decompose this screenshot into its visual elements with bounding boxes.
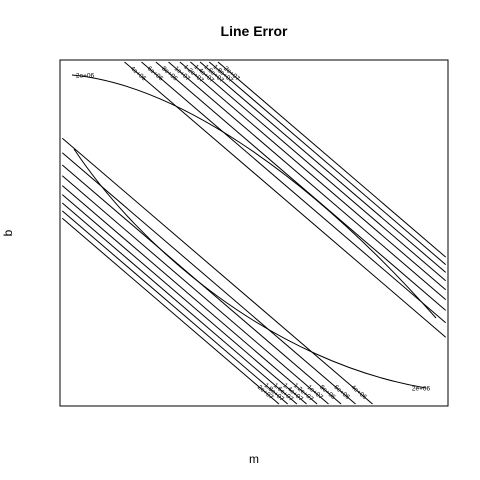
contour-labels: 2e+062e+064e+064e+066e+066e+068e+068e+06… bbox=[76, 64, 431, 404]
contour-line-6e+06-lower bbox=[61, 152, 356, 405]
contour-line-2e+06-lower bbox=[73, 148, 427, 389]
contour-line-8e+06-upper bbox=[155, 61, 447, 311]
chart-title: Line Error bbox=[221, 23, 288, 39]
plot-frame bbox=[59, 59, 449, 407]
contour-line-1.2e+07-upper bbox=[179, 61, 447, 291]
contour-line-4e+06-upper bbox=[124, 61, 447, 338]
contour-line-2e+06-upper bbox=[71, 74, 437, 319]
contour-line-1.8e+07-upper bbox=[208, 61, 447, 265]
contour-lines bbox=[61, 61, 447, 405]
contour-line-1.4e+07-upper bbox=[190, 61, 447, 282]
contour-label-4e+06-lower: 4e+06 bbox=[349, 384, 368, 401]
contour-line-6e+06-upper bbox=[141, 61, 447, 324]
contour-line-8e+06-lower bbox=[61, 164, 342, 405]
x-axis-label: m bbox=[249, 452, 259, 466]
contour-line-1.8e+07-lower bbox=[61, 210, 289, 405]
contour-line-2e+07-lower bbox=[61, 217, 280, 405]
contour-line-1e+07-lower bbox=[61, 175, 329, 405]
contour-label-4e+06-upper: 4e+06 bbox=[129, 65, 148, 82]
contour-line-1.2e+07-lower bbox=[61, 185, 318, 405]
contour-line-2e+07-upper bbox=[217, 61, 447, 258]
contour-line-1.6e+07-upper bbox=[199, 61, 447, 273]
contour-line-1.4e+07-lower bbox=[61, 194, 307, 405]
contour-label-2e+06-lower: 2e+06 bbox=[412, 386, 431, 393]
contour-line-4e+06-lower bbox=[61, 137, 373, 405]
contour-line-1e+07-upper bbox=[168, 61, 447, 300]
y-axis-label: b bbox=[1, 229, 15, 236]
contour-label-2e+06-upper: 2e+06 bbox=[76, 73, 95, 80]
contour-line-1.6e+07-lower bbox=[61, 202, 298, 405]
